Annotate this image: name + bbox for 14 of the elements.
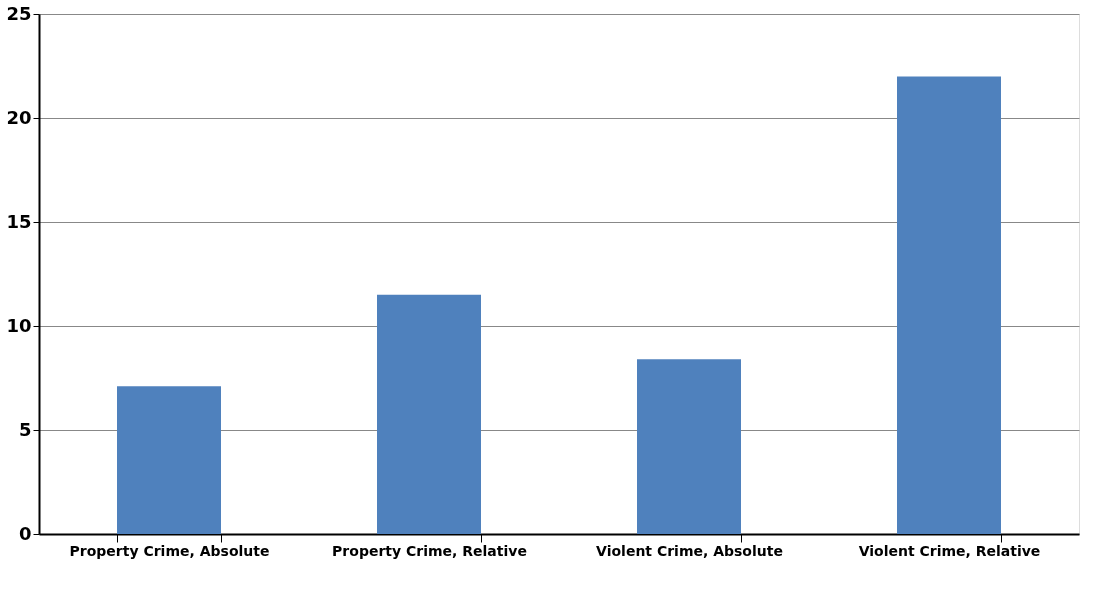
y-tick-label: 25 (6, 2, 32, 24)
y-tick-label: 15 (6, 210, 32, 232)
bar (377, 294, 481, 534)
y-tick-label: 20 (6, 106, 32, 128)
x-tick-label: Violent Crime, Relative (858, 542, 1041, 559)
x-tick-label: Violent Crime, Absolute (596, 542, 783, 559)
bar (637, 359, 741, 534)
bar (897, 76, 1001, 534)
y-tick-label: 0 (18, 522, 32, 544)
x-tick-label: Property Crime, Absolute (69, 542, 270, 559)
bar (117, 386, 221, 534)
y-tick-label: 5 (18, 418, 32, 440)
x-tick-label: Property Crime, Relative (332, 542, 527, 559)
y-tick-label: 10 (6, 314, 32, 336)
